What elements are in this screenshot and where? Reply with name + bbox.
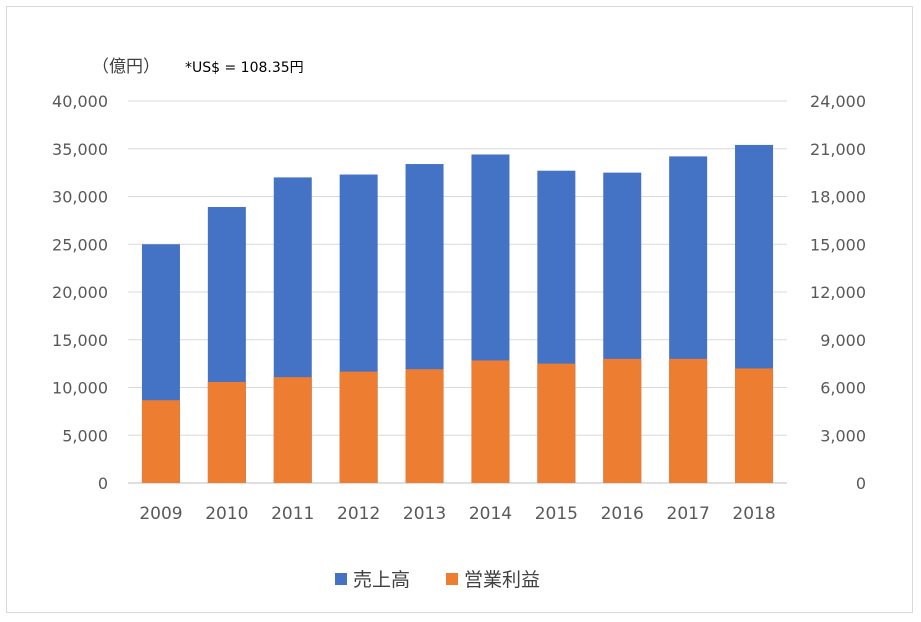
bar-operating-profit-2013 (405, 369, 444, 483)
left-tick-label: 20,000 (52, 283, 108, 302)
bar-operating-profit-2018 (735, 368, 774, 483)
bar-operating-profit-2011 (273, 377, 312, 483)
right-tick-label: 12,000 (810, 283, 866, 302)
legend-label-sales: 売上高 (353, 569, 410, 591)
x-tick-label: 2013 (403, 504, 446, 524)
left-tick-label: 40,000 (52, 92, 108, 111)
bars (141, 144, 774, 484)
right-tick-label: 3,000 (820, 426, 866, 445)
bar-operating-profit-2017 (669, 358, 708, 483)
right-tick-label: 18,000 (810, 188, 866, 207)
x-tick-label: 2015 (535, 504, 578, 524)
legend: 売上高 営業利益 (335, 569, 540, 591)
x-tick-label: 2009 (139, 504, 182, 524)
bar-operating-profit-2012 (339, 371, 378, 483)
right-tick-label: 9,000 (820, 331, 866, 350)
left-tick-label: 5,000 (62, 426, 108, 445)
chart-frame (6, 6, 913, 613)
bar-operating-profit-2009 (141, 400, 180, 483)
unit-label: （億円） (92, 57, 160, 77)
x-tick-label: 2017 (667, 504, 710, 524)
x-tick-label: 2016 (601, 504, 644, 524)
right-tick-label: 6,000 (820, 379, 866, 398)
left-tick-label: 15,000 (52, 331, 108, 350)
exchange-rate-note: *US$ = 108.35円 (185, 60, 304, 76)
bar-operating-profit-2015 (537, 363, 576, 483)
bar-operating-profit-2016 (603, 358, 642, 483)
x-tick-label: 2011 (271, 504, 314, 524)
left-tick-label: 10,000 (52, 379, 108, 398)
right-tick-label: 21,000 (810, 140, 866, 159)
legend-swatch-sales (335, 573, 347, 585)
left-tick-label: 35,000 (52, 140, 108, 159)
bar-operating-profit-2014 (471, 360, 510, 483)
x-tick-label: 2012 (337, 504, 380, 524)
left-tick-label: 30,000 (52, 188, 108, 207)
x-tick-label: 2014 (469, 504, 512, 524)
legend-label-operating-profit: 営業利益 (464, 569, 540, 591)
bar-operating-profit-2010 (207, 381, 246, 483)
x-tick-label: 2018 (732, 504, 775, 524)
left-tick-label: 25,000 (52, 235, 108, 254)
x-axis-ticks: 2009 2010 2011 2012 2013 2014 2015 2016 2017 2018 (139, 504, 775, 524)
right-tick-label: 24,000 (810, 92, 866, 111)
right-tick-label: 0 (856, 474, 866, 493)
x-tick-label: 2010 (205, 504, 248, 524)
right-axis-ticks: 0 3,000 6,000 9,000 12,000 15,000 18,000 21,000… (810, 92, 866, 493)
left-tick-label: 0 (98, 474, 108, 493)
left-axis-ticks: 0 5,000 10,000 15,000 20,000 25,000 30,000 35,0… (52, 92, 108, 493)
right-tick-label: 15,000 (810, 235, 866, 254)
legend-swatch-operating-profit (446, 573, 458, 585)
